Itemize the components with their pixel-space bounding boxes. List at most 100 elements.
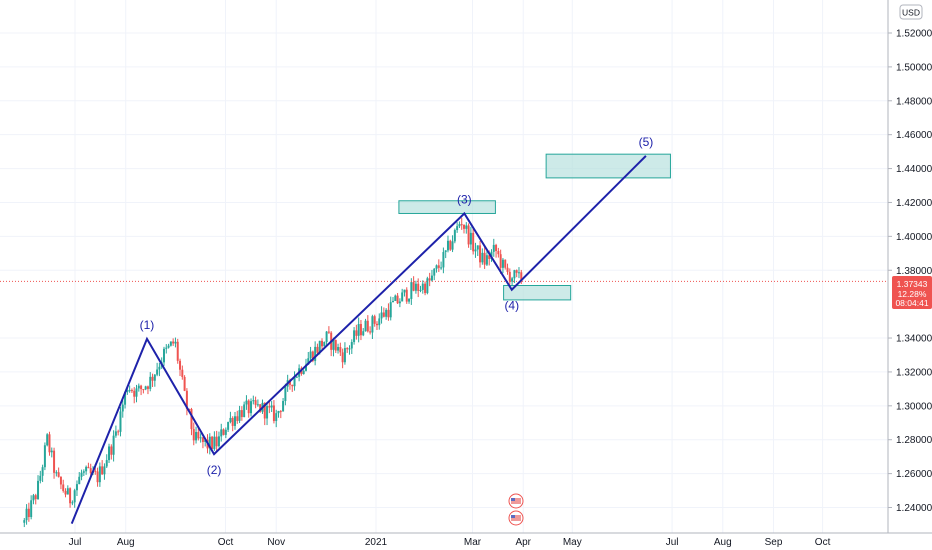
candle <box>430 269 433 282</box>
candle <box>446 235 449 253</box>
candle <box>474 242 477 258</box>
candle <box>144 385 147 391</box>
candle <box>66 485 69 495</box>
candle <box>277 410 280 418</box>
candle <box>440 261 443 270</box>
price-axis: 1.52000 1.50000 1.48000 1.46000 1.44000 1.420… <box>888 29 932 514</box>
candle <box>181 365 184 380</box>
candle <box>195 426 198 444</box>
candle <box>414 280 417 294</box>
candle <box>369 326 372 335</box>
candle <box>190 407 193 436</box>
candle <box>23 518 26 528</box>
candle <box>350 339 353 355</box>
candle <box>130 388 133 393</box>
candle <box>364 318 367 332</box>
candle <box>57 467 60 478</box>
candle <box>48 431 51 456</box>
candle <box>217 431 220 448</box>
candle <box>323 341 326 347</box>
candle <box>504 259 507 270</box>
x-tick-label: Oct <box>218 537 234 548</box>
x-tick-label: Jul <box>666 537 679 548</box>
candle <box>456 222 459 233</box>
flag-event-icon[interactable] <box>508 493 524 509</box>
candle <box>499 249 502 275</box>
candle <box>517 267 520 279</box>
y-tick-label: 1.42000 <box>896 198 932 209</box>
x-tick-label: Aug <box>117 537 135 548</box>
candle <box>343 342 346 365</box>
candle <box>426 276 429 295</box>
currency-button[interactable]: USD <box>899 4 923 20</box>
target-zone[interactable] <box>503 285 572 301</box>
x-tick-label: 2021 <box>365 537 388 548</box>
candle <box>233 411 236 430</box>
target-zone[interactable] <box>398 200 496 214</box>
y-tick-label: 1.48000 <box>896 96 932 107</box>
time-axis-panel[interactable] <box>0 533 888 550</box>
candle <box>330 331 333 357</box>
candle <box>366 315 369 333</box>
grid <box>0 0 888 533</box>
candle <box>25 504 28 525</box>
candle <box>419 285 422 293</box>
candle <box>378 313 381 330</box>
price-axis-panel[interactable] <box>888 0 932 533</box>
candle <box>362 328 365 337</box>
candle <box>410 278 413 305</box>
candle <box>75 480 78 497</box>
candle <box>442 247 445 274</box>
candle <box>231 416 234 432</box>
x-tick-label: Sep <box>765 537 783 548</box>
x-tick-label: Mar <box>464 537 482 548</box>
candle <box>291 384 294 392</box>
currency-label: USD <box>902 8 920 18</box>
candle <box>282 398 285 412</box>
candle <box>174 337 177 348</box>
candle <box>327 326 330 334</box>
wave-label: (2) <box>207 463 222 477</box>
candle <box>41 464 44 483</box>
target-zone[interactable] <box>545 153 671 179</box>
candle <box>314 341 317 366</box>
candle <box>353 327 356 345</box>
candle <box>229 411 232 424</box>
y-tick-label: 1.26000 <box>896 469 932 480</box>
candle <box>172 338 175 346</box>
candle <box>142 389 145 394</box>
y-tick-label: 1.30000 <box>896 401 932 412</box>
y-tick-label: 1.24000 <box>896 503 932 514</box>
candle <box>82 469 85 476</box>
x-tick-label: May <box>563 537 582 548</box>
wave-label: (3) <box>457 192 472 206</box>
candle <box>275 409 278 428</box>
candle <box>401 288 404 302</box>
candle <box>105 454 108 469</box>
candle <box>117 429 120 436</box>
candle <box>85 465 88 475</box>
flag-event-icon[interactable] <box>508 510 524 526</box>
candle <box>380 306 383 324</box>
candle <box>481 248 484 265</box>
candle <box>398 298 401 308</box>
candle <box>501 258 504 274</box>
candle <box>53 447 56 479</box>
elliott-wave: (1) (2) (3) (4) (5) <box>70 135 653 524</box>
candle <box>476 245 479 257</box>
candle <box>71 500 74 506</box>
candle <box>62 479 65 493</box>
wave-line[interactable] <box>70 155 647 524</box>
candle <box>469 226 472 250</box>
candle <box>114 425 117 438</box>
candle <box>284 383 287 406</box>
candle <box>39 470 42 484</box>
candle <box>513 269 516 284</box>
candle <box>73 488 76 508</box>
candle <box>495 243 498 258</box>
candle <box>55 470 58 477</box>
candle <box>201 436 204 449</box>
candle <box>332 337 335 357</box>
candle <box>268 401 271 414</box>
